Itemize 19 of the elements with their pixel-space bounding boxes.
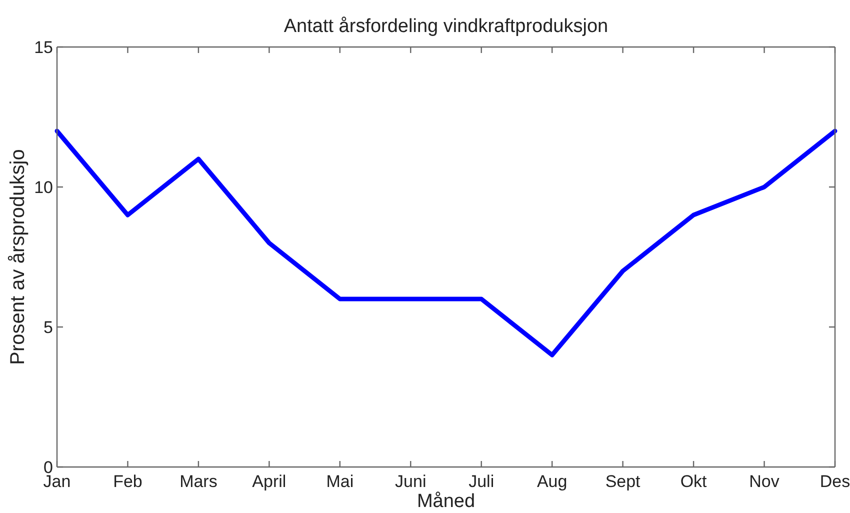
chart-title: Antatt årsfordeling vindkraftproduksjon bbox=[282, 16, 610, 38]
x-tick-label: Des bbox=[820, 472, 850, 492]
line-series bbox=[54, 128, 838, 358]
x-tick-label: Aug bbox=[536, 472, 568, 492]
x-tick-label: Juni bbox=[395, 472, 426, 492]
x-tick-label: April bbox=[252, 472, 286, 492]
x-tick-label: Okt bbox=[680, 472, 708, 492]
x-tick-label: Feb bbox=[113, 472, 142, 492]
x-tick-label: Mars bbox=[180, 472, 218, 492]
y-axis-title: Prosent av årsproduksjo bbox=[7, 149, 29, 365]
x-axis-title: Måned bbox=[416, 491, 476, 512]
x-tick-label: Mai bbox=[326, 472, 354, 492]
x-tick-label: Juli bbox=[468, 472, 494, 492]
x-tick-label: Nov bbox=[749, 472, 780, 492]
y-tick-label: 15 bbox=[34, 38, 53, 58]
x-tick-label: Sept bbox=[605, 472, 641, 492]
x-tick-label: Jan bbox=[43, 472, 71, 492]
y-tick-label: 10 bbox=[34, 178, 53, 198]
y-tick-label: 5 bbox=[44, 318, 53, 338]
